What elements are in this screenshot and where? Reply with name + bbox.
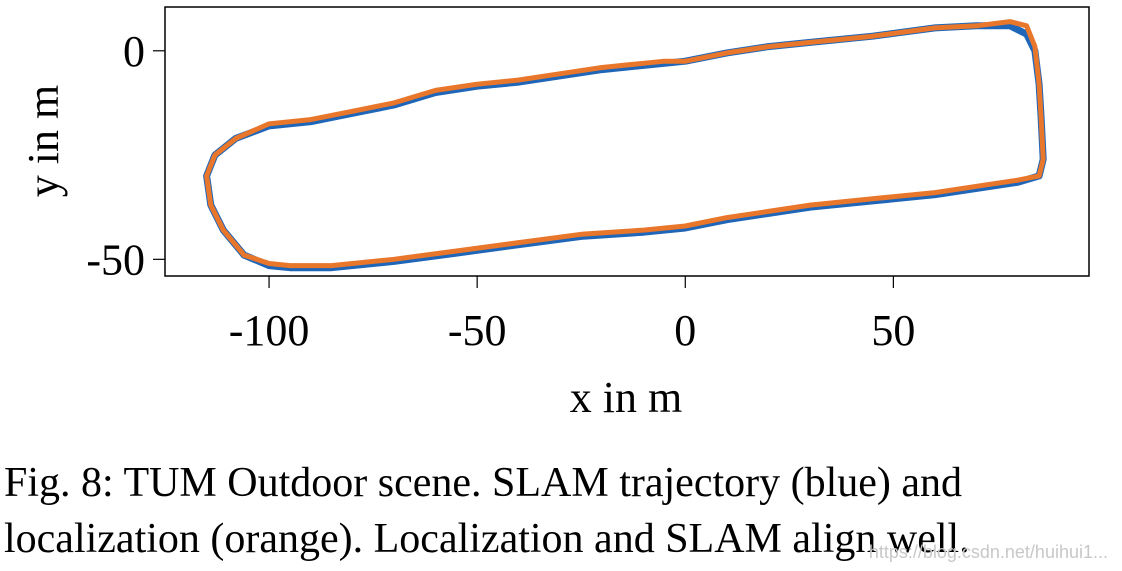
watermark-text: https://blog.csdn.net/huihui1... [868, 542, 1108, 562]
x-tick-label: -100 [229, 306, 310, 355]
y-axis-ticks: 0 -50 [86, 27, 165, 284]
localization-trajectory-line [204, 19, 1046, 269]
x-tick-label: 50 [871, 306, 915, 355]
y-axis-label: y in m [19, 85, 68, 197]
x-axis-label: x in m [570, 373, 682, 422]
caption-line-1: Fig. 8: TUM Outdoor scene. SLAM trajecto… [4, 460, 963, 506]
x-tick-label: 0 [674, 306, 696, 355]
x-tick-label: -50 [448, 306, 507, 355]
figure-caption: Fig. 8: TUM Outdoor scene. SLAM trajecto… [4, 455, 1118, 567]
series-layer [203, 19, 1047, 272]
y-tick-label: -50 [86, 235, 145, 284]
trajectory-plot: -100 -50 0 50 0 -50 x in m y in m [19, 6, 1090, 422]
x-axis-ticks: -100 -50 0 50 [229, 276, 915, 355]
caption-line-2: localization (orange). Localization and … [4, 516, 970, 562]
y-tick-label: 0 [123, 27, 145, 76]
